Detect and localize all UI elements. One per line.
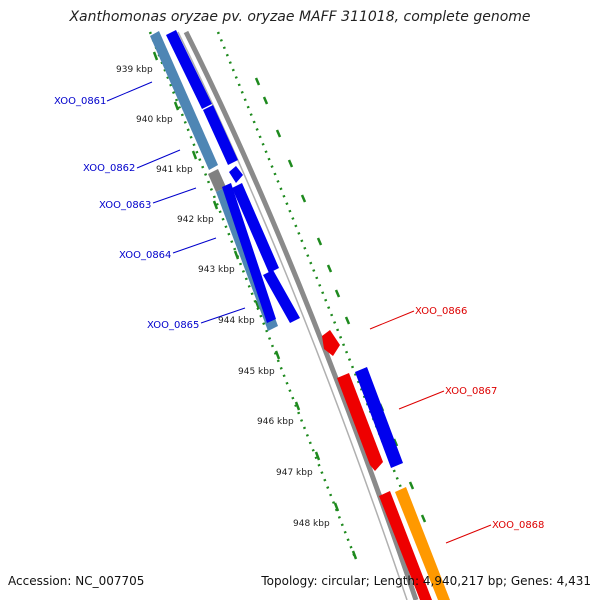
gc-dash [344,316,351,325]
gc-dash [392,438,399,447]
gc-dash [316,237,323,246]
scale-dash [294,401,301,411]
cds-xoo-0863[interactable] [222,183,276,323]
gene-label[interactable]: XOO_0868 [492,520,544,531]
gene-labels-left: XOO_0861 XOO_0862 XOO_0863 XOO_0864 XOO_0865 [54,81,246,331]
gc-dash [287,159,294,168]
scale-label: 948 kbp [293,519,330,529]
cds-xoo-0862a[interactable] [203,105,238,165]
cds-xoo-0868[interactable] [379,491,432,600]
scale-label: 941 kbp [156,165,193,175]
gene-leader-line [398,390,445,410]
gene-leader-line [369,310,415,330]
scale-dash [173,101,180,111]
gene-bar-xoo-0868[interactable] [395,487,450,600]
gene-labels-right: XOO_0866 XOO_0867 XOO_0868 [369,306,544,544]
scale-dash [191,150,198,160]
genome-summary: Topology: circular; Length: 4,940,217 bp… [261,574,591,588]
cds-xoo-0867-blue[interactable] [355,367,403,468]
gene-label[interactable]: XOO_0867 [445,386,497,397]
gene-label[interactable]: XOO_0864 [119,250,171,261]
scale-label: 946 kbp [257,417,294,427]
gc-dash [262,96,269,105]
gc-dash [326,264,333,273]
genome-title: Xanthomonas oryzae pv. oryzae MAFF 31101… [69,9,531,25]
scale-label: 943 kbp [198,265,235,275]
gene-label[interactable]: XOO_0865 [147,320,199,331]
scale-track-dots [148,31,358,561]
gene-label[interactable]: XOO_0866 [415,306,467,317]
cds-xoo-0866[interactable] [322,330,340,356]
gene-label[interactable]: XOO_0863 [99,200,151,211]
scale-dash [351,550,358,560]
accession-label: Accession: NC_007705 [8,574,145,588]
gc-dash [408,481,415,490]
gene-label[interactable]: XOO_0861 [54,96,106,107]
gene-leader-line [152,187,197,204]
gene-leader-line [136,149,181,169]
gc-dash [254,77,261,86]
scale-label: 940 kbp [136,115,173,125]
gene-leader-line [445,524,492,544]
cds-xoo-0864[interactable] [232,183,279,273]
scale-label: 945 kbp [238,367,275,377]
cds-xoo-0865[interactable] [263,270,300,323]
gc-dash [420,514,427,523]
scale-dash [152,51,159,61]
gene-bar-xoo-0861[interactable] [150,31,218,170]
scale-dashes [152,51,358,560]
scale-labels: 939 kbp 940 kbp 941 kbp 942 kbp 943 kbp 944 k… [116,65,330,529]
gene-bar-xoo-0862[interactable] [208,169,226,192]
cds-xoo-0861[interactable] [166,30,212,109]
gene-label[interactable]: XOO_0862 [83,163,135,174]
gene-leader-line [200,307,246,324]
gc-dash [300,194,307,203]
scale-dash [233,250,240,260]
scale-dash [254,300,261,310]
scale-dash [212,200,219,210]
scale-label: 944 kbp [218,316,255,326]
cds-xoo-0862b[interactable] [229,166,243,183]
gene-leader-line [172,237,217,254]
backbone-inner-line [177,31,408,600]
scale-label: 942 kbp [177,215,214,225]
scale-label: 947 kbp [276,468,313,478]
gc-dash [334,289,341,298]
gene-leader-line [106,81,153,102]
scale-dash [274,350,281,360]
scale-dash [314,451,321,461]
scale-label: 939 kbp [116,65,153,75]
scale-dash [333,502,340,512]
gc-dash [275,129,282,138]
cds-xoo-0867-red[interactable] [337,373,383,471]
